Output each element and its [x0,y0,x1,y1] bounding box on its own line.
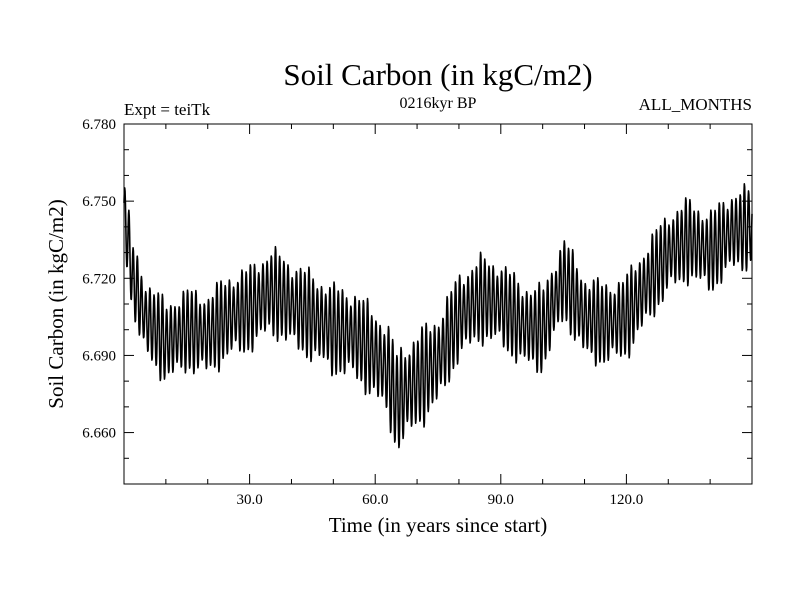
series-group [123,183,753,449]
x-axis-label: Time (in years since start) [329,513,548,537]
y-tick-label: 6.690 [82,348,116,364]
x-tick-label: 60.0 [362,492,388,508]
y-tick-label: 6.750 [82,194,116,210]
x-axis: 30.0 60.0 90.0 120.0 [165,124,711,508]
chart-title: Soil Carbon (in kgC/m2) [283,57,592,92]
x-tick-label: 90.0 [488,492,514,508]
months-label: ALL_MONTHS [639,95,752,114]
y-tick-label: 6.660 [82,426,116,442]
y-tick-label: 6.780 [82,117,116,133]
experiment-label: Expt = teiTk [124,100,211,119]
chart-subtitle: 0216kyr BP [400,95,477,112]
plot-frame [123,123,753,485]
y-axis: 6.660 6.690 6.720 6.750 6.780 [82,117,752,485]
series-line [123,183,753,449]
y-tick-label: 6.720 [82,271,116,287]
y-axis-label: Soil Carbon (in kgC/m2) [44,199,68,408]
x-tick-label: 30.0 [236,492,262,508]
x-tick-label: 120.0 [610,492,644,508]
